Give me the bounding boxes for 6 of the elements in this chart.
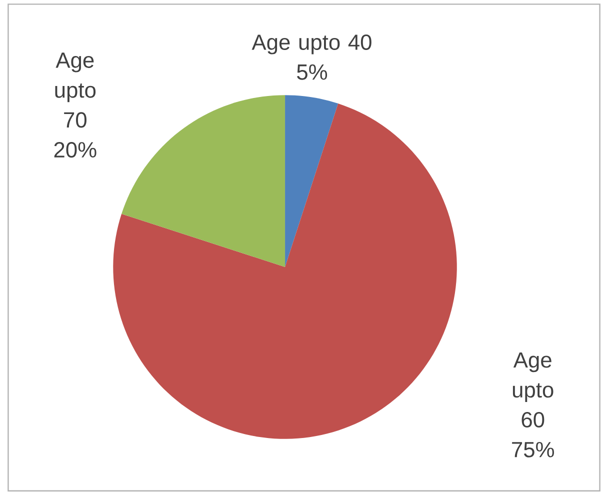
data-label: 75%: [512, 442, 554, 458]
data-label: 20%: [54, 142, 96, 158]
data-label: 5%: [297, 64, 328, 80]
slice-label: Age upto 60: [512, 352, 554, 428]
slice-label: Age upto 40: [252, 34, 372, 54]
slice-label: Age upto 70: [55, 52, 96, 128]
